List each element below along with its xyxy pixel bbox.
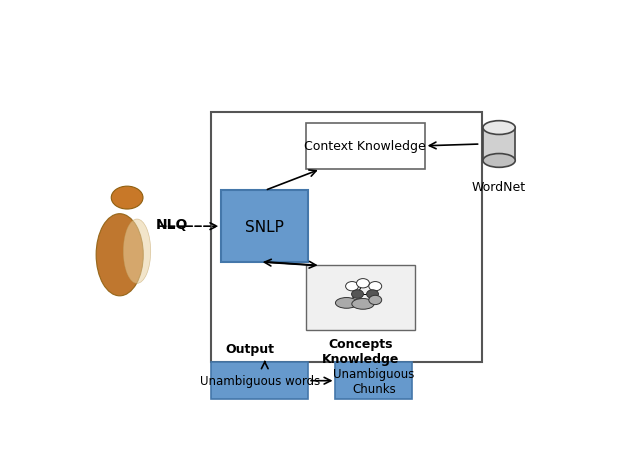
FancyBboxPatch shape [335,362,412,400]
Text: SNLP: SNLP [245,219,284,234]
Circle shape [369,296,381,305]
Text: Unambiguous words: Unambiguous words [200,375,320,388]
Circle shape [346,282,358,291]
Text: WordNet: WordNet [472,181,526,194]
Text: NLQ: NLQ [156,218,188,232]
FancyBboxPatch shape [306,266,415,330]
FancyBboxPatch shape [211,362,308,400]
Ellipse shape [483,121,515,135]
Text: Context Knowledge: Context Knowledge [305,140,426,153]
Text: Concepts
Knowledge: Concepts Knowledge [321,337,399,365]
Circle shape [111,187,143,210]
Ellipse shape [96,214,143,296]
FancyBboxPatch shape [221,191,308,263]
FancyBboxPatch shape [306,123,425,169]
FancyBboxPatch shape [211,113,482,362]
Circle shape [367,290,378,299]
Ellipse shape [335,298,358,309]
Ellipse shape [352,299,374,310]
Circle shape [356,279,369,288]
Ellipse shape [483,154,515,168]
FancyBboxPatch shape [483,128,515,161]
Text: Unambiguous
Chunks: Unambiguous Chunks [333,367,415,395]
Circle shape [351,290,364,299]
Circle shape [369,282,381,291]
Text: Output: Output [225,342,275,355]
Ellipse shape [124,219,150,284]
